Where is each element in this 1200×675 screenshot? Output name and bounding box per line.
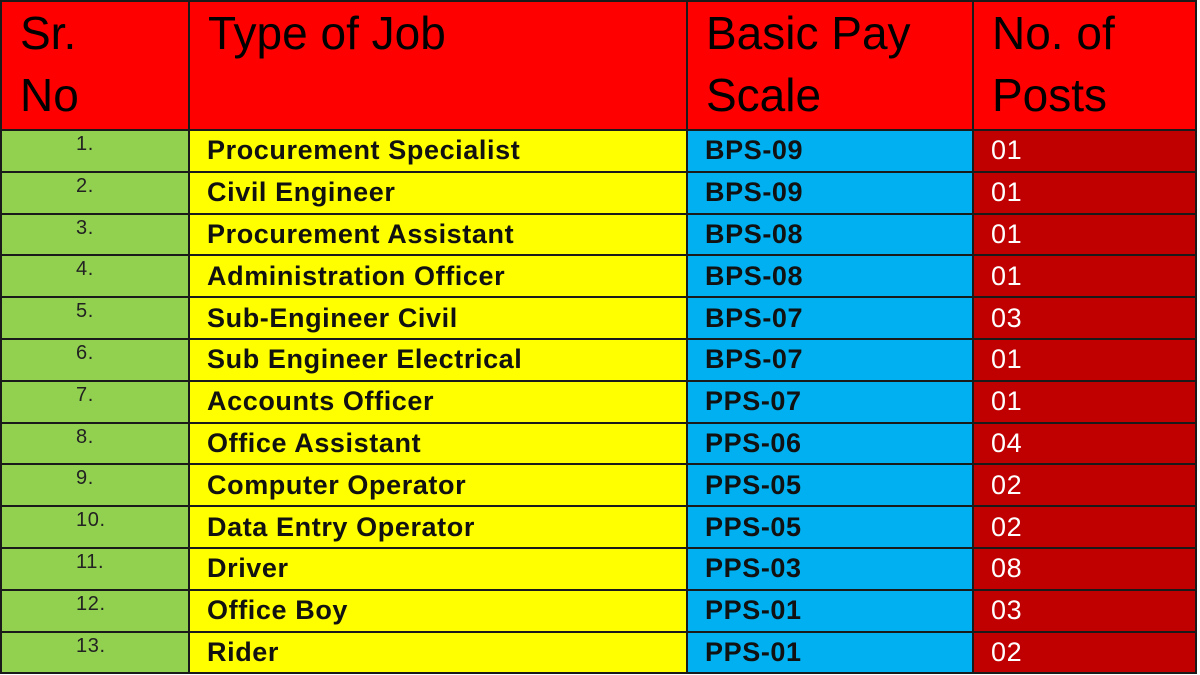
pay-scale-cell: BPS-09 — [686, 170, 974, 215]
job-type-cell: Procurement Specialist — [188, 129, 688, 173]
table-row: 13. Rider PPS-01 02 — [0, 630, 1197, 675]
posts-cell: 01 — [972, 254, 1197, 299]
posts-cell: 02 — [972, 463, 1197, 508]
table-row: 6. Sub Engineer Electrical BPS-07 01 — [0, 337, 1197, 382]
sr-no-cell: 9. — [0, 463, 190, 508]
posts-cell: 03 — [972, 588, 1197, 633]
table-row: 9. Computer Operator PPS-05 02 — [0, 463, 1197, 508]
sr-no-cell: 6. — [0, 337, 190, 382]
sr-no-cell: 4. — [0, 254, 190, 299]
job-type-cell: Office Assistant — [188, 421, 688, 466]
job-type-cell: Sub-Engineer Civil — [188, 296, 688, 340]
header-line: No — [20, 69, 79, 121]
pay-scale-cell: PPS-01 — [686, 630, 974, 675]
pay-scale-cell: BPS-07 — [686, 296, 974, 340]
sr-no-cell: 3. — [0, 212, 190, 257]
posts-cell: 04 — [972, 421, 1197, 466]
header-line: Sr. — [20, 7, 77, 59]
table-row: 1. Procurement Specialist BPS-09 01 — [0, 129, 1197, 173]
job-type-cell: Driver — [188, 546, 688, 591]
table-row: 5. Sub-Engineer Civil BPS-07 03 — [0, 296, 1197, 340]
pay-scale-cell: PPS-07 — [686, 379, 974, 424]
posts-cell: 01 — [972, 129, 1197, 173]
table-row: 2. Civil Engineer BPS-09 01 — [0, 170, 1197, 215]
posts-cell: 02 — [972, 630, 1197, 675]
sr-no-cell: 10. — [0, 505, 190, 549]
pay-scale-cell: PPS-05 — [686, 463, 974, 508]
table-row: 3. Procurement Assistant BPS-08 01 — [0, 212, 1197, 257]
sr-no-cell: 13. — [0, 630, 190, 675]
job-type-cell: Civil Engineer — [188, 170, 688, 215]
posts-cell: 01 — [972, 212, 1197, 257]
posts-cell: 01 — [972, 170, 1197, 215]
sr-no-cell: 7. — [0, 379, 190, 424]
posts-cell: 01 — [972, 337, 1197, 382]
table-row: 10. Data Entry Operator PPS-05 02 — [0, 505, 1197, 549]
job-type-cell: Sub Engineer Electrical — [188, 337, 688, 382]
pay-scale-cell: BPS-08 — [686, 254, 974, 299]
pay-scale-cell: PPS-01 — [686, 588, 974, 633]
header-line: Scale — [706, 69, 822, 121]
table-row: 8. Office Assistant PPS-06 04 — [0, 421, 1197, 466]
sr-no-cell: 12. — [0, 588, 190, 633]
sr-no-cell: 8. — [0, 421, 190, 466]
job-type-cell: Data Entry Operator — [188, 505, 688, 549]
header-line: Posts — [992, 69, 1108, 121]
header-line: No. of — [992, 7, 1115, 59]
posts-cell: 02 — [972, 505, 1197, 549]
posts-cell: 03 — [972, 296, 1197, 340]
job-type-cell: Office Boy — [188, 588, 688, 633]
header-sr-no: Sr. No — [0, 0, 190, 131]
pay-scale-cell: PPS-05 — [686, 505, 974, 549]
posts-cell: 01 — [972, 379, 1197, 424]
job-type-cell: Rider — [188, 630, 688, 675]
sr-no-cell: 11. — [0, 546, 190, 591]
job-type-cell: Computer Operator — [188, 463, 688, 508]
header-type-of-job: Type of Job — [188, 0, 688, 131]
table-row: 4. Administration Officer BPS-08 01 — [0, 254, 1197, 299]
table-row: 11. Driver PPS-03 08 — [0, 546, 1197, 591]
header-no-of-posts: No. of Posts — [972, 0, 1197, 131]
header-basic-pay-scale: Basic Pay Scale — [686, 0, 974, 131]
pay-scale-cell: PPS-03 — [686, 546, 974, 591]
pay-scale-cell: BPS-08 — [686, 212, 974, 257]
header-line: Type of Job — [208, 7, 446, 59]
pay-scale-cell: PPS-06 — [686, 421, 974, 466]
pay-scale-cell: BPS-07 — [686, 337, 974, 382]
table-row: 12. Office Boy PPS-01 03 — [0, 588, 1197, 633]
job-type-cell: Procurement Assistant — [188, 212, 688, 257]
job-type-cell: Accounts Officer — [188, 379, 688, 424]
sr-no-cell: 2. — [0, 170, 190, 215]
posts-cell: 08 — [972, 546, 1197, 591]
header-row: Sr. No Type of Job Basic Pay Scale No. of P… — [0, 0, 1197, 131]
sr-no-cell: 5. — [0, 296, 190, 340]
pay-scale-cell: BPS-09 — [686, 129, 974, 173]
header-line: Basic Pay — [706, 7, 911, 59]
job-type-cell: Administration Officer — [188, 254, 688, 299]
table-row: 7. Accounts Officer PPS-07 01 — [0, 379, 1197, 424]
sr-no-cell: 1. — [0, 129, 190, 173]
